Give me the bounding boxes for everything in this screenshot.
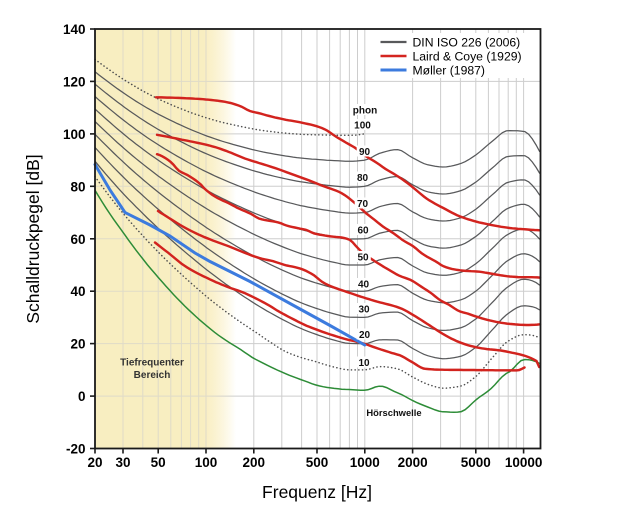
svg-text:Tiefrequenter: Tiefrequenter xyxy=(120,358,184,369)
svg-text:10: 10 xyxy=(358,358,370,369)
svg-text:-20: -20 xyxy=(66,442,86,457)
svg-text:0: 0 xyxy=(78,389,86,404)
svg-text:140: 140 xyxy=(63,22,86,37)
svg-text:10000: 10000 xyxy=(505,455,543,470)
svg-text:200: 200 xyxy=(243,455,266,470)
svg-text:20: 20 xyxy=(87,455,102,470)
svg-text:Schalldruckpegel [dB]: Schalldruckpegel [dB] xyxy=(23,154,43,323)
svg-text:40: 40 xyxy=(358,280,370,291)
svg-text:60: 60 xyxy=(70,232,85,247)
svg-text:120: 120 xyxy=(63,74,86,89)
svg-text:50: 50 xyxy=(357,253,369,264)
svg-text:30: 30 xyxy=(358,305,370,316)
svg-text:Frequenz [Hz]: Frequenz [Hz] xyxy=(262,482,372,502)
svg-text:20: 20 xyxy=(359,330,371,341)
svg-text:20: 20 xyxy=(70,337,85,352)
svg-text:80: 80 xyxy=(70,179,85,194)
svg-text:5000: 5000 xyxy=(461,455,491,470)
svg-text:Bereich: Bereich xyxy=(134,370,171,381)
svg-text:2000: 2000 xyxy=(398,455,428,470)
svg-text:80: 80 xyxy=(357,173,369,184)
svg-text:100: 100 xyxy=(354,121,371,132)
svg-text:90: 90 xyxy=(359,147,371,158)
svg-text:Hörschwelle: Hörschwelle xyxy=(366,407,421,418)
svg-text:30: 30 xyxy=(115,455,130,470)
svg-text:100: 100 xyxy=(63,127,86,142)
svg-text:phon: phon xyxy=(353,106,377,117)
svg-text:Møller (1987): Møller (1987) xyxy=(413,64,485,78)
svg-text:40: 40 xyxy=(70,284,85,299)
svg-text:100: 100 xyxy=(195,455,218,470)
svg-text:50: 50 xyxy=(151,455,166,470)
svg-text:DIN ISO 226 (2006): DIN ISO 226 (2006) xyxy=(413,36,521,50)
svg-text:1000: 1000 xyxy=(350,455,380,470)
svg-text:500: 500 xyxy=(306,455,329,470)
svg-text:60: 60 xyxy=(357,226,369,237)
svg-text:Laird & Coye (1929): Laird & Coye (1929) xyxy=(413,50,522,64)
svg-text:70: 70 xyxy=(357,199,369,210)
